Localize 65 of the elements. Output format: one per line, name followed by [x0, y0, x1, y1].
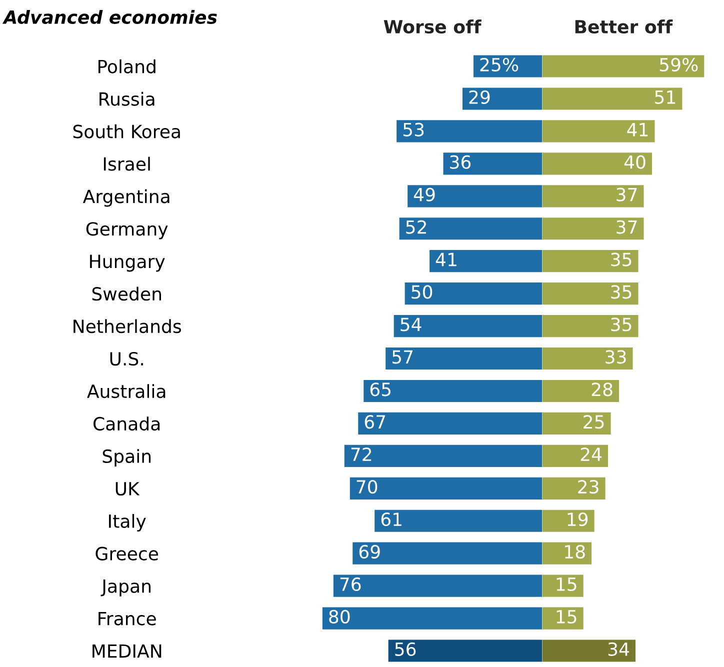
y-tick-label: Spain: [102, 449, 151, 467]
bar: [542, 607, 584, 630]
y-tick-label: Argentina: [82, 189, 170, 207]
data-label: 70: [356, 480, 378, 494]
data-label: 18: [565, 544, 585, 559]
data-label: 35: [611, 252, 632, 266]
y-tick-label: MEDIAN: [92, 644, 162, 658]
data-label: 50: [412, 285, 432, 299]
data-label: 25: [584, 415, 604, 429]
data-label: 41: [627, 123, 648, 136]
y-tick-label: Germany: [86, 222, 168, 240]
data-label: 61: [381, 512, 402, 526]
y-tick-label: Sweden: [92, 286, 161, 301]
y-tick-label: Hungary: [90, 254, 165, 272]
data-label: 34: [608, 642, 630, 656]
data-label: 15: [556, 610, 576, 624]
data-label: 51: [655, 90, 676, 104]
y-tick-label: Greece: [96, 546, 158, 560]
data-label: 54: [400, 318, 422, 332]
bar: [542, 510, 594, 532]
y-tick-label: Russia: [100, 92, 154, 106]
text: Advanced economies: [2, 10, 217, 24]
data-label: 65: [370, 382, 391, 396]
data-label: 25%: [480, 58, 518, 72]
bar: [542, 542, 592, 564]
data-label: 15: [556, 578, 576, 592]
y-tick-label: France: [98, 612, 156, 626]
bar: [542, 574, 584, 597]
data-label: 41: [436, 252, 456, 266]
data-label: 56: [395, 642, 416, 656]
data-label: 69: [359, 544, 380, 559]
y-tick-label: Canada: [94, 416, 160, 431]
data-label: 57: [392, 350, 413, 364]
data-label: 53: [403, 122, 424, 136]
y-tick-label: Poland: [98, 59, 156, 74]
data-label: 76: [340, 577, 361, 592]
data-label: 35: [611, 318, 632, 332]
data-label: 40: [624, 155, 646, 169]
data-label: 29: [469, 90, 490, 104]
data-label: 80: [329, 610, 350, 624]
data-label: 28: [592, 382, 612, 396]
y-tick-label: Israel: [104, 156, 150, 171]
data-label: 52: [406, 220, 426, 234]
y-tick-label: Japan: [100, 580, 150, 596]
data-label: 72: [351, 448, 372, 461]
data-label: 37: [616, 188, 637, 202]
data-label: 33: [606, 350, 626, 364]
y-tick-label: U.S.: [110, 352, 143, 366]
y-tick-label: UK: [116, 482, 140, 496]
series-label: Better off: [575, 20, 673, 34]
y-tick-label: South Korea: [73, 124, 180, 138]
data-label: 35: [611, 285, 632, 299]
data-label: 19: [568, 512, 588, 526]
data-label: 67: [364, 415, 386, 429]
data-label: 49: [414, 188, 435, 202]
data-label: 59%: [660, 58, 698, 72]
data-label: 37: [616, 220, 637, 234]
y-tick-label: Netherlands: [74, 319, 181, 334]
data-label: 23: [578, 480, 598, 494]
data-label: 24: [580, 448, 602, 461]
data-label: 36: [450, 155, 471, 169]
y-tick-label: Australia: [87, 384, 166, 398]
series-label: Worse off: [384, 20, 482, 34]
bar: [542, 477, 606, 500]
y-tick-label: Italy: [109, 514, 146, 532]
